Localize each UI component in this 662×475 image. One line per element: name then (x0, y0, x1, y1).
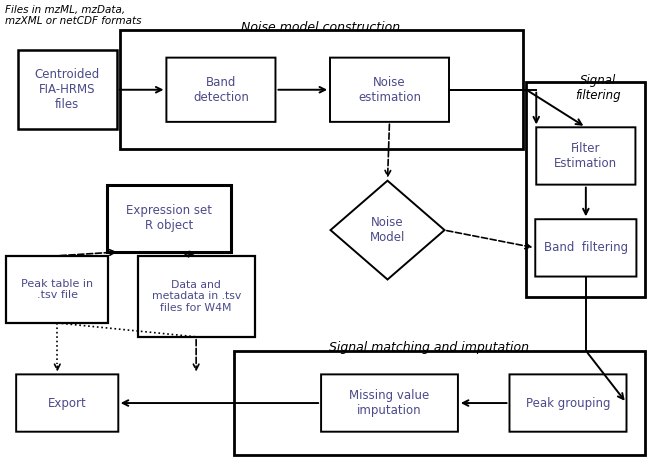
Bar (120, 30, 524, 149)
FancyBboxPatch shape (536, 219, 636, 276)
Text: Export: Export (48, 397, 87, 409)
Text: Band  filtering: Band filtering (544, 241, 628, 255)
Bar (526, 82, 645, 297)
Bar (234, 351, 645, 456)
Text: Data and
metadata in .tsv
files for W4M: Data and metadata in .tsv files for W4M (152, 280, 241, 313)
Text: Files in mzML, mzData,
mzXML or netCDF formats: Files in mzML, mzData, mzXML or netCDF f… (5, 5, 141, 26)
FancyBboxPatch shape (536, 127, 636, 185)
Text: Signal matching and imputation: Signal matching and imputation (329, 341, 529, 354)
Text: Filter
Estimation: Filter Estimation (554, 142, 618, 170)
Bar (138, 256, 255, 337)
Text: Peak table in
.tsv file: Peak table in .tsv file (21, 278, 93, 300)
Text: Band
detection: Band detection (193, 76, 249, 104)
Text: Signal
filtering: Signal filtering (575, 74, 620, 102)
Bar (6, 256, 109, 323)
Text: Noise
estimation: Noise estimation (358, 76, 421, 104)
Polygon shape (330, 180, 445, 279)
Text: Centroided
FIA-HRMS
files: Centroided FIA-HRMS files (34, 68, 100, 111)
Text: Noise
Model: Noise Model (370, 216, 405, 244)
Text: Peak grouping: Peak grouping (526, 397, 610, 409)
Bar (107, 185, 231, 252)
FancyBboxPatch shape (510, 374, 626, 432)
FancyBboxPatch shape (166, 57, 275, 122)
Bar (18, 50, 117, 129)
Text: Expression set
R object: Expression set R object (126, 204, 213, 232)
FancyBboxPatch shape (321, 374, 458, 432)
FancyBboxPatch shape (16, 374, 118, 432)
Text: Noise model construction: Noise model construction (240, 20, 400, 34)
Text: Missing value
imputation: Missing value imputation (350, 389, 430, 417)
FancyBboxPatch shape (330, 57, 449, 122)
